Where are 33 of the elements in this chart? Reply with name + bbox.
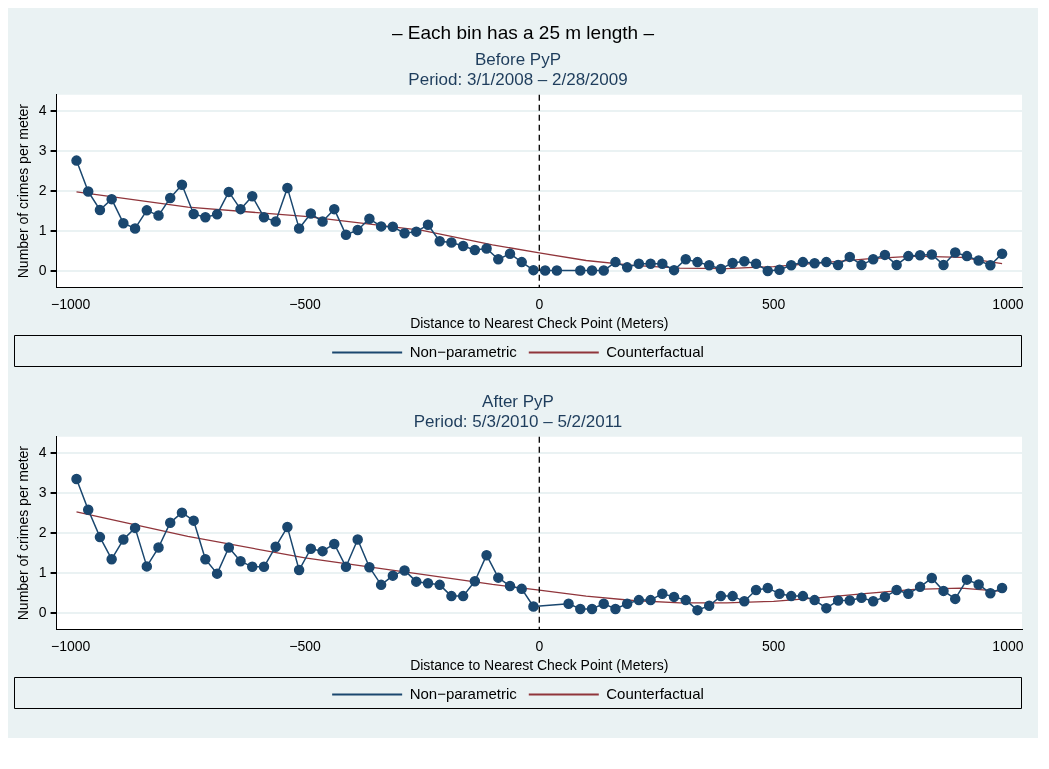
- x-tick-label: −1000: [50, 295, 91, 312]
- y-tick-label: 1: [38, 222, 47, 239]
- x-tick-label: −1000: [50, 637, 91, 654]
- y-tick-label: 4: [38, 101, 47, 118]
- legend-label: Counterfactual: [606, 684, 704, 702]
- y-tick-label: 3: [38, 483, 47, 500]
- x-tick-label: −500: [289, 637, 321, 654]
- chart-subtitle: Period: 5/3/2010 – 5/2/2011: [413, 412, 623, 432]
- x-axis-title: Distance to Nearest Check Point (Meters): [410, 657, 669, 674]
- y-axis-title: Number of crimes per meter: [15, 103, 32, 279]
- chart-subtitle: Period: 3/1/2008 – 2/28/2009: [408, 70, 628, 90]
- y-tick-label: 0: [38, 604, 47, 621]
- legend-label: Non−parametric: [409, 684, 518, 702]
- y-axis-title: Number of crimes per meter: [15, 445, 32, 621]
- y-tick-label: 2: [38, 181, 47, 198]
- x-tick-label: 1000: [992, 637, 1024, 654]
- x-tick-label: 1000: [992, 295, 1024, 312]
- legend-label: Non−parametric: [409, 342, 518, 360]
- text: – Each bin has a 25 m length –: [391, 21, 655, 45]
- legend-label: Counterfactual: [606, 342, 704, 360]
- x-tick-label: 500: [761, 295, 786, 312]
- y-tick-label: 3: [38, 141, 47, 158]
- y-tick-label: 0: [38, 262, 47, 279]
- chart-title: After PyP: [482, 391, 554, 411]
- x-tick-label: −500: [289, 295, 321, 312]
- y-tick-label: 1: [38, 564, 47, 581]
- y-tick-label: 2: [38, 523, 47, 540]
- chart-title: Before PyP: [475, 49, 561, 69]
- x-tick-label: 0: [535, 637, 544, 654]
- y-tick-label: 4: [38, 443, 47, 460]
- x-tick-label: 0: [535, 295, 544, 312]
- x-axis-title: Distance to Nearest Check Point (Meters): [410, 315, 669, 332]
- x-tick-label: 500: [761, 637, 786, 654]
